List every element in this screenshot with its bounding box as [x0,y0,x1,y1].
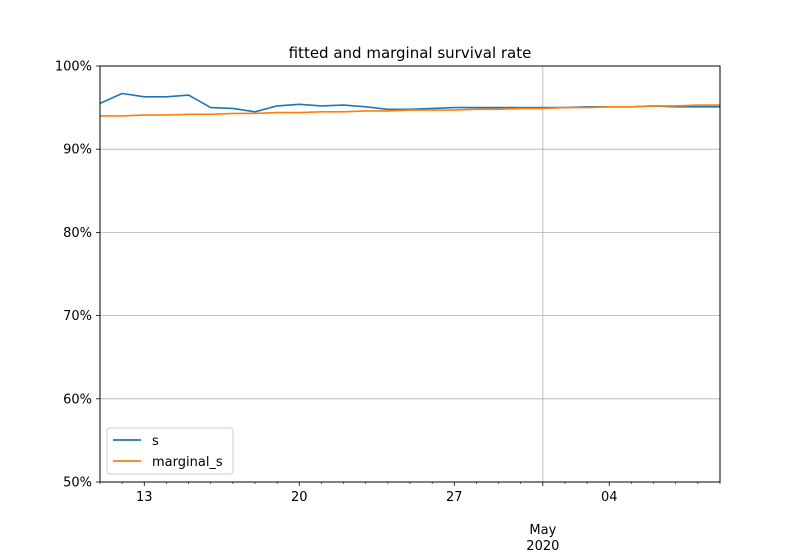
legend-label-marginal_s: marginal_s [152,455,223,470]
x-tick-label: 27 [446,490,463,505]
series-line-marginal_s [100,104,720,117]
x-tick-label: 20 [291,490,308,505]
y-tick-label: 60% [63,392,92,407]
series-layer [99,92,720,117]
y-tick-label: 80% [63,226,92,241]
x-year-label: 2020 [526,539,559,550]
y-tick-label: 100% [55,60,92,75]
y-tick-label: 70% [63,309,92,324]
x-month-label: May [529,523,556,538]
legend-label-s: s [152,434,159,449]
y-tick-label: 50% [63,476,92,491]
x-tick-label: 13 [136,490,153,505]
chart-title: fitted and marginal survival rate [289,44,532,62]
series-line-s [99,92,720,113]
x-tick-label: 04 [601,490,618,505]
plot-frame [99,65,721,483]
y-tick-label: 90% [63,143,92,158]
legend: s marginal_s [106,427,234,475]
grid-layer [100,66,720,482]
